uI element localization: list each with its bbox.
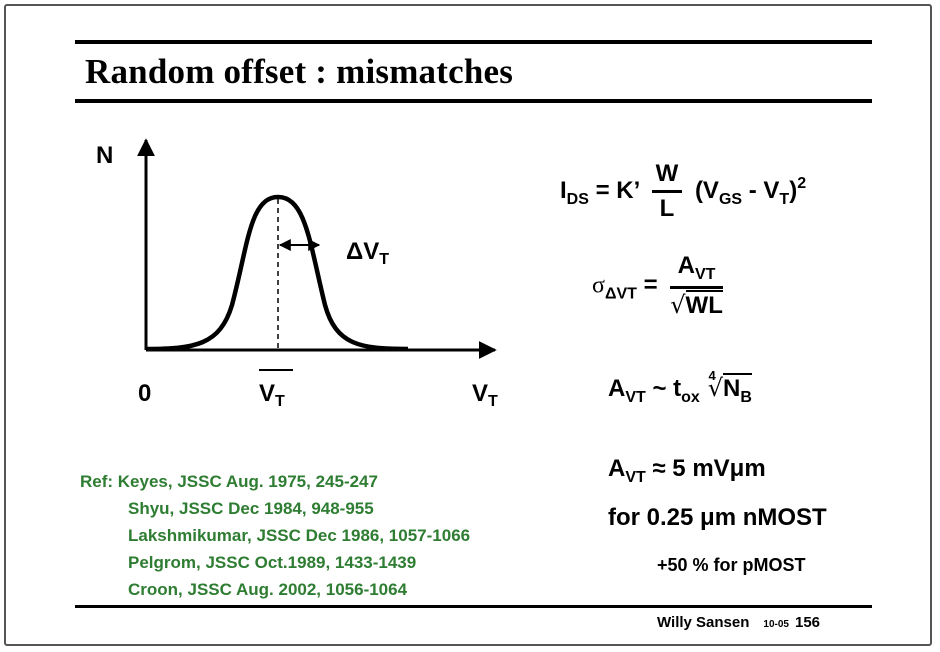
author-name: Willy Sansen [657,614,750,631]
page-number: 156 [794,614,821,631]
reference-item: Ref: Keyes, JSSC Aug. 1975, 245-247 [80,472,378,491]
origin-label: 0 [138,380,152,407]
footer-date: 10-05 [763,619,789,630]
y-axis-label: N [96,142,114,169]
slide-title: Random offset : mismatches [85,52,514,91]
top-rule [75,40,872,44]
avt-proportionality: AVT ~ tox 4√NB [608,368,752,406]
reference-item: Pelgrom, JSSC Oct.1989, 1433-1439 [128,553,417,572]
pmos-note: +50 % for pMOST [657,555,806,575]
delta-vt-label: ΔVT [346,238,390,268]
process-note: for 0.25 μm nMOST [608,504,827,531]
slide-footer: Willy Sansen 10-05 156 [657,614,820,631]
x-axis-label: VT [472,380,498,410]
sigma-equation: σΔVT = AVT √WL [592,252,723,319]
references-list: Ref: Keyes, JSSC Aug. 1975, 245-247 Shyu… [80,468,470,603]
gaussian-curve [145,194,409,352]
footer-rule [75,605,872,608]
slide-frame [4,4,932,646]
title-underline [75,99,872,103]
avt-value: AVT ≈ 5 mVμm [608,455,766,486]
mean-label: VT [259,380,285,410]
reference-item: Lakshmikumar, JSSC Dec 1986, 1057-1066 [128,526,471,545]
reference-item: Shyu, JSSC Dec 1984, 948-955 [128,499,374,518]
reference-item: Croon, JSSC Aug. 2002, 1056-1064 [128,580,408,599]
